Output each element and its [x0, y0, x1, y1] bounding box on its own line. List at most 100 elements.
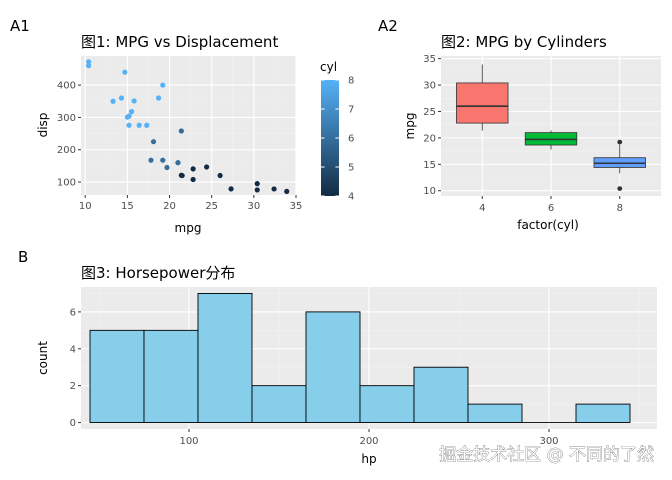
chart-a1-legend-ticks: 4 5 6 7 8 [321, 76, 354, 203]
data-point [124, 114, 130, 120]
x-tick-label: 30 [247, 201, 260, 212]
chart-b-xlabel: hp [361, 452, 376, 466]
data-point [155, 95, 162, 101]
legend-tick-label: 6 [348, 134, 354, 145]
histogram-bar [359, 385, 415, 423]
data-point [254, 181, 260, 187]
data-point [122, 69, 128, 75]
data-point [164, 164, 170, 171]
data-point [136, 122, 142, 128]
data-point [150, 139, 157, 145]
panel-tag-b: B [18, 248, 28, 266]
data-point [85, 59, 92, 65]
data-point [271, 186, 277, 192]
box-outlier [617, 186, 623, 192]
y-tick-label: 4 [70, 344, 76, 355]
panel-tag-a2: A2 [378, 17, 398, 35]
chart-a1-scatter: 图1: MPG vs Displacement 10 15 20 25 30 35 100… [36, 33, 354, 235]
data-point [175, 160, 181, 166]
chart-a1-points [85, 59, 290, 195]
data-point [131, 98, 137, 104]
y-tick-label: 2 [70, 381, 76, 392]
box-outlier [617, 139, 623, 145]
data-point [110, 98, 116, 104]
x-tick-label: 8 [617, 203, 623, 214]
chart-a2-x-ticks: 4 6 8 [479, 196, 623, 214]
chart-a1-grid [81, 56, 297, 195]
legend-tick-label: 8 [348, 76, 354, 87]
chart-b-x-ticks: 100 200 300 [179, 429, 559, 447]
y-tick-label: 100 [57, 178, 76, 189]
chart-a1-legend: cyl 4 5 6 7 8 [320, 60, 354, 203]
x-tick-label: 25 [205, 201, 218, 212]
histogram-bar [89, 329, 145, 423]
x-tick-label: 200 [359, 436, 378, 447]
data-point [178, 172, 184, 178]
y-tick-label: 35 [423, 54, 436, 65]
chart-a1-x-ticks: 10 15 20 25 30 35 [79, 195, 303, 212]
chart-a1-y-ticks: 100 200 300 400 [57, 81, 81, 189]
chart-a1-panel [81, 56, 296, 195]
histogram-bar [305, 311, 361, 423]
data-point [190, 166, 196, 172]
y-tick-label: 200 [57, 145, 76, 156]
chart-b-ylabel: count [36, 341, 50, 375]
legend-tick-label: 5 [348, 163, 354, 174]
data-point [144, 122, 150, 128]
histogram-bar [251, 385, 307, 423]
chart-a1-xlabel: mpg [175, 221, 202, 235]
data-point [160, 82, 166, 88]
x-tick-label: 100 [179, 436, 198, 447]
data-point [128, 109, 135, 115]
y-tick-label: 20 [423, 133, 436, 144]
data-point [228, 186, 234, 192]
box-6 [524, 130, 578, 150]
legend-tick-label: 7 [348, 105, 354, 116]
data-point [118, 95, 125, 101]
panel-tag-a1: A1 [10, 17, 30, 35]
data-point [160, 157, 166, 163]
chart-a1-ylabel: disp [36, 113, 50, 138]
y-tick-label: 25 [423, 107, 436, 118]
histogram-bar [413, 366, 469, 423]
y-tick-label: 10 [423, 186, 436, 197]
data-point [85, 63, 92, 69]
data-point [204, 164, 210, 170]
chart-a2-y-ticks: 10 15 20 25 30 35 [423, 54, 441, 197]
chart-b-bars [89, 293, 631, 423]
histogram-bar [575, 403, 631, 423]
chart-a2-boxplot: 图2: MPG by Cylinders 4 6 8 10 15 20 25 30 35 fa… [403, 33, 661, 232]
y-tick-label: 300 [57, 113, 76, 124]
x-tick-label: 35 [290, 201, 303, 212]
data-point [178, 128, 184, 134]
data-point [126, 122, 132, 128]
histogram-bar [197, 293, 253, 423]
data-point [254, 187, 260, 193]
y-tick-label: 6 [70, 307, 76, 318]
watermark: 掘金技术社区 @ 不同的了然 [439, 445, 654, 465]
chart-b-title: 图3: Horsepower分布 [81, 264, 235, 282]
x-tick-label: 10 [79, 201, 92, 212]
x-tick-label: 20 [163, 201, 176, 212]
data-point [190, 176, 196, 183]
x-tick-label: 15 [121, 201, 134, 212]
box-4 [456, 64, 509, 131]
chart-a2-boxes [456, 64, 646, 192]
box-body [456, 82, 509, 124]
x-tick-label: 6 [548, 203, 554, 214]
y-tick-label: 400 [57, 81, 76, 92]
box-8 [593, 139, 646, 192]
data-point [284, 188, 290, 195]
legend-tick-label: 4 [348, 192, 354, 203]
chart-a2-title: 图2: MPG by Cylinders [441, 33, 607, 51]
chart-a2-ylabel: mpg [403, 113, 417, 140]
chart-b-histogram: 图3: Horsepower分布 100 200 300 0 2 4 6 hp count [36, 264, 657, 466]
histogram-bar [467, 403, 523, 423]
data-point [148, 157, 154, 163]
data-point [217, 172, 223, 179]
y-tick-label: 15 [423, 160, 436, 171]
x-tick-label: 4 [479, 203, 485, 214]
y-tick-label: 30 [423, 81, 436, 92]
chart-a1-title: 图1: MPG vs Displacement [81, 33, 278, 51]
chart-a1-legend-title: cyl [320, 60, 337, 74]
